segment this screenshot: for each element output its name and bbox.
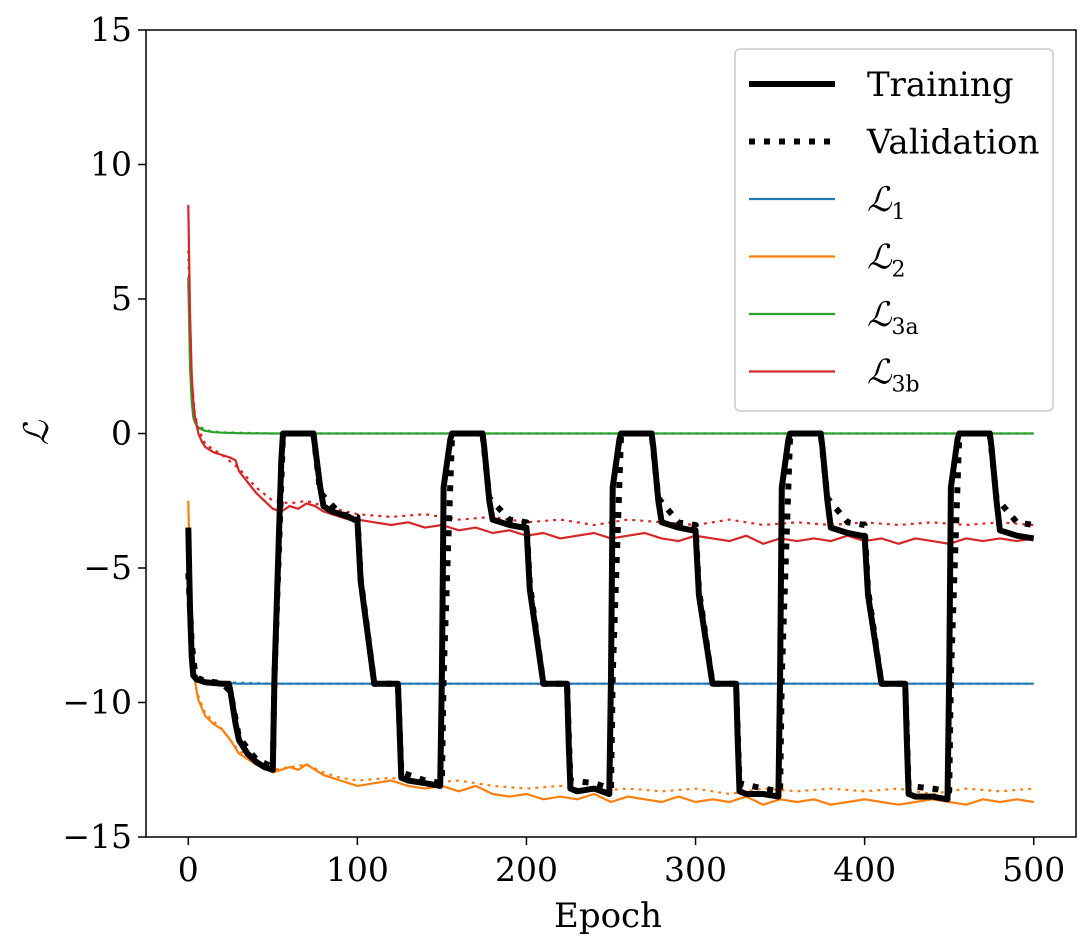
y-axis: −15 −10 −5 0 5 10 15 bbox=[62, 10, 146, 856]
legend-label-subscript: 1 bbox=[892, 200, 906, 225]
legend-label-subscript: 2 bbox=[892, 258, 906, 283]
y-tick-label: −15 bbox=[62, 817, 132, 856]
y-tick-label: 0 bbox=[111, 414, 132, 453]
x-tick-label: 500 bbox=[1002, 850, 1065, 889]
legend-label: Validation bbox=[866, 123, 1039, 163]
legend-label: ℒ1 bbox=[867, 180, 906, 225]
series-layer bbox=[185, 204, 1035, 806]
x-axis: 0 100 200 300 400 500 bbox=[178, 837, 1065, 889]
x-tick-label: 300 bbox=[664, 850, 727, 889]
x-tick-label: 200 bbox=[495, 850, 558, 889]
x-tick-label: 400 bbox=[833, 850, 896, 889]
legend-label-subscript: 3b bbox=[892, 373, 920, 398]
y-tick-label: −10 bbox=[62, 683, 132, 722]
y-tick-label: 10 bbox=[90, 145, 132, 184]
series-line-6 bbox=[187, 204, 1034, 545]
y-tick-label: 15 bbox=[90, 10, 132, 49]
x-axis-label: Epoch bbox=[554, 896, 662, 936]
legend-label: Training bbox=[867, 65, 1014, 105]
x-tick-label: 0 bbox=[178, 850, 199, 889]
legend-label-subscript: 3a bbox=[892, 315, 919, 340]
y-axis-label: ℒ bbox=[17, 419, 57, 445]
x-tick-label: 100 bbox=[326, 850, 389, 889]
y-tick-label: −5 bbox=[83, 548, 132, 587]
y-tick-label: 5 bbox=[111, 279, 132, 318]
